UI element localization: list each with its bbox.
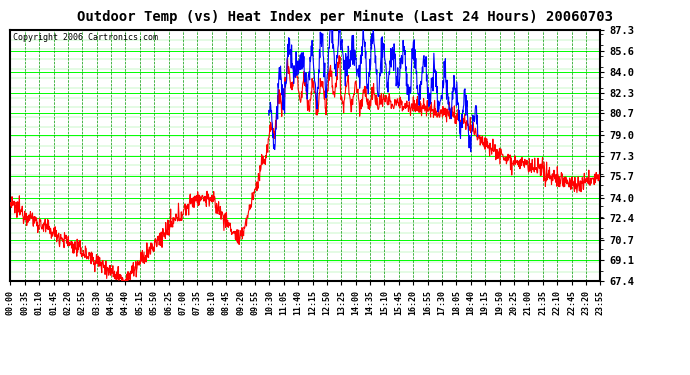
Text: Outdoor Temp (vs) Heat Index per Minute (Last 24 Hours) 20060703: Outdoor Temp (vs) Heat Index per Minute … [77, 9, 613, 24]
Text: Copyright 2006 Cartronics.com: Copyright 2006 Cartronics.com [13, 33, 158, 42]
